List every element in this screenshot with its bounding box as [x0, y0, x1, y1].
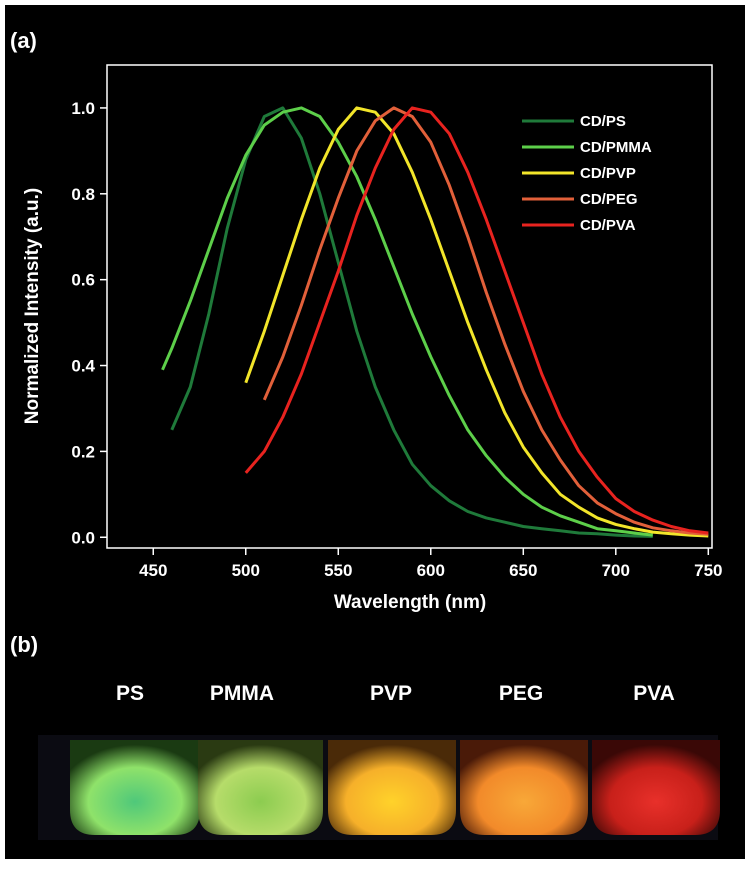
x-tick-label: 500 — [232, 561, 260, 580]
series-line — [244, 106, 709, 535]
legend-label: CD/PVP — [580, 165, 636, 182]
panel-label: (a) — [10, 28, 37, 53]
y-tick-label: 0.6 — [71, 271, 95, 290]
vial — [328, 740, 456, 835]
legend-label: CD/PVA — [580, 217, 636, 234]
vial-label: PVP — [370, 682, 412, 705]
y-tick-label: 0.0 — [71, 528, 95, 547]
y-tick-label: 1.0 — [71, 99, 95, 118]
x-tick-label: 450 — [139, 561, 167, 580]
x-tick-label: 650 — [509, 561, 537, 580]
legend-label: CD/PMMA — [580, 139, 652, 156]
series-line — [244, 106, 709, 538]
background — [5, 5, 745, 859]
y-tick-label: 0.4 — [71, 357, 95, 376]
legend-label: CD/PEG — [580, 191, 638, 208]
vial — [70, 740, 200, 835]
x-tick-label: 600 — [417, 561, 445, 580]
y-tick-label: 0.8 — [71, 185, 95, 204]
x-tick-label: 700 — [602, 561, 630, 580]
x-tick-label: 750 — [694, 561, 722, 580]
photo — [38, 735, 720, 840]
legend-label: CD/PS — [580, 113, 626, 130]
vial — [198, 740, 323, 835]
y-tick-label: 0.2 — [71, 442, 95, 461]
series-line — [161, 106, 653, 537]
vial — [460, 740, 588, 835]
vial-label: PEG — [499, 682, 543, 705]
series-line — [262, 106, 709, 536]
vial — [592, 740, 720, 835]
y-axis-title: Normalized Intensity (a.u.) — [22, 188, 43, 424]
x-tick-label: 550 — [324, 561, 352, 580]
x-axis-title: Wavelength (nm) — [334, 592, 486, 613]
vial-label: PS — [116, 682, 144, 705]
vial-label: PVA — [633, 682, 675, 705]
plot-frame — [106, 64, 713, 549]
panel-label: (b) — [10, 632, 38, 657]
vial-label: PMMA — [210, 682, 274, 705]
